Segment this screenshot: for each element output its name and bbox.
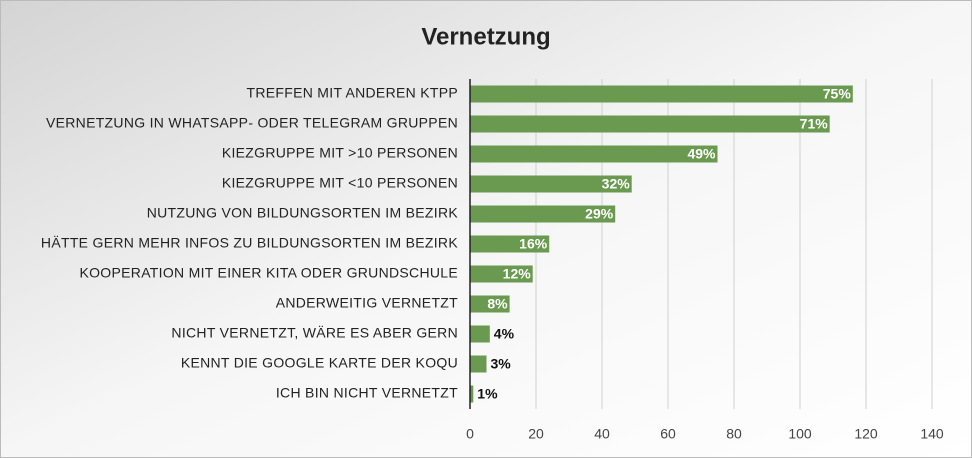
value-label: 1% [477,386,498,402]
y-tick-label: KIEZGRUPPE MIT >10 PERSONEN [222,145,458,161]
value-label: 3% [491,356,512,372]
x-tick-label: 0 [466,426,474,442]
x-tick-label: 20 [528,426,544,442]
bar [470,85,853,103]
bar [470,355,487,373]
bar [470,265,533,283]
y-tick-label: VERNETZUNG IN WHATSAPP- ODER TELEGRAM GR… [46,115,458,131]
y-tick-label: KENNT DIE GOOGLE KARTE DER KOQU [181,355,458,371]
y-tick-label: HÄTTE GERN MEHR INFOS ZU BILDUNGSORTEN I… [41,235,458,251]
y-tick-label: KIEZGRUPPE MIT <10 PERSONEN [222,175,458,191]
bar [470,295,510,313]
y-tick-label: KOOPERATION MIT EINER KITA ODER GRUNDSCH… [79,265,458,281]
bar [470,145,718,163]
x-tick-label: 60 [660,426,676,442]
y-tick-label: ICH BIN NICHT VERNETZT [276,385,458,401]
bar [470,325,490,343]
bar [470,385,474,403]
x-tick-label: 100 [788,426,812,442]
y-tick-label: NUTZUNG VON BILDUNGSORTEN IM BEZIRK [147,205,459,221]
value-label: 71% [800,116,829,132]
x-tick-label: 140 [920,426,944,442]
value-label: 32% [602,176,631,192]
value-label: 12% [503,266,532,282]
chart-title: Vernetzung [421,23,550,50]
value-label: 29% [585,206,614,222]
bar [470,205,616,223]
y-tick-label: TREFFEN MIT ANDEREN KTPP [246,85,458,101]
y-tick-label: ANDERWEITIG VERNETZT [276,295,458,311]
value-label: 75% [823,86,852,102]
x-tick-label: 40 [594,426,610,442]
bar [470,175,632,193]
value-label: 4% [494,326,515,342]
value-label: 8% [487,296,508,312]
value-label: 49% [687,146,716,162]
x-tick-label: 120 [854,426,878,442]
x-tick-label: 80 [726,426,742,442]
bar [470,235,550,253]
value-label: 16% [519,236,548,252]
bar [470,115,830,133]
y-tick-label: NICHT VERNETZT, WÄRE ES ABER GERN [171,325,458,341]
